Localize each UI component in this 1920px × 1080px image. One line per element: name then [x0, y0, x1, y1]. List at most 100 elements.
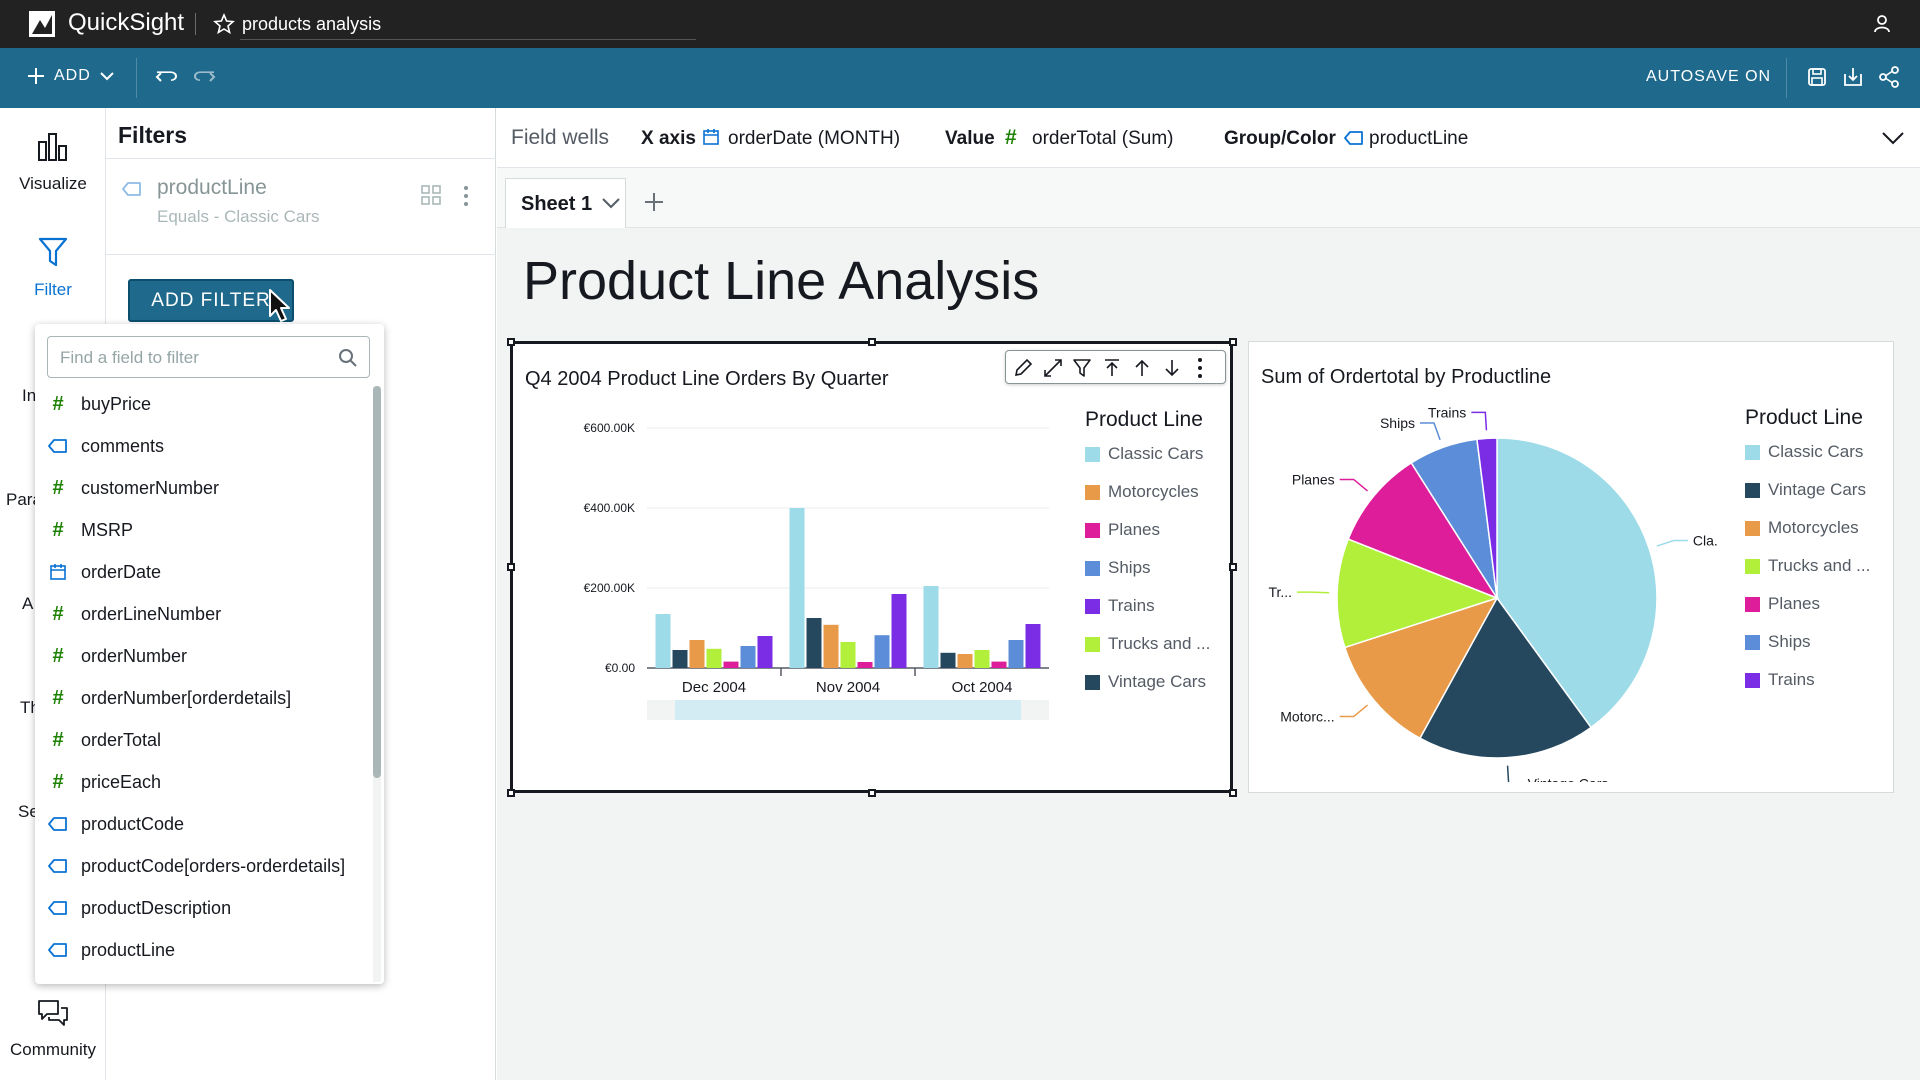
- share-icon[interactable]: [1878, 66, 1900, 88]
- legend-item[interactable]: Motorcycles: [1085, 482, 1199, 502]
- rail-partial-label[interactable]: Se: [18, 802, 39, 821]
- field-list-item[interactable]: # orderLineNumber: [47, 596, 367, 632]
- field-list-item[interactable]: # MSRP: [47, 512, 367, 548]
- field-list-item[interactable]: # customerNumber: [47, 470, 367, 506]
- bar[interactable]: [757, 636, 773, 668]
- legend-item[interactable]: Ships: [1745, 632, 1811, 652]
- scrollbar-thumb[interactable]: [373, 386, 381, 778]
- autosave-status[interactable]: AUTOSAVE ON: [1646, 68, 1772, 85]
- rail-filter[interactable]: Filter: [34, 280, 72, 299]
- pie-slice[interactable]: [1496, 437, 1658, 729]
- bar[interactable]: [806, 618, 822, 668]
- legend-item[interactable]: Trains: [1085, 596, 1155, 616]
- bar[interactable]: [1008, 640, 1024, 668]
- bar[interactable]: [940, 652, 956, 668]
- bar[interactable]: [957, 654, 973, 668]
- bar-chart-visual[interactable]: Q4 2004 Product Line Orders By Quarter €…: [507, 338, 1237, 797]
- app-brand[interactable]: QuickSight: [68, 9, 185, 36]
- chevron-down-icon[interactable]: [601, 196, 621, 210]
- field-list-item[interactable]: orderDate: [47, 554, 367, 590]
- field-list-item[interactable]: # orderNumber[orderdetails]: [47, 680, 367, 716]
- filter-icon[interactable]: [1072, 358, 1092, 378]
- export-icon[interactable]: [1842, 66, 1864, 88]
- bar[interactable]: [740, 646, 756, 668]
- legend-item[interactable]: Ships: [1085, 558, 1151, 578]
- bar[interactable]: [874, 635, 890, 668]
- add-sheet-icon[interactable]: [643, 191, 665, 213]
- bar[interactable]: [789, 508, 805, 668]
- expand-icon[interactable]: [1043, 358, 1063, 378]
- more-options-icon[interactable]: [1196, 357, 1204, 379]
- rail-visualize[interactable]: Visualize: [19, 174, 87, 193]
- legend-item[interactable]: Classic Cars: [1745, 442, 1863, 462]
- legend-item[interactable]: Trains: [1745, 670, 1815, 690]
- user-icon[interactable]: [1872, 14, 1892, 34]
- legend-item[interactable]: Trucks and ...: [1085, 634, 1210, 654]
- legend-item[interactable]: Classic Cars: [1085, 444, 1203, 464]
- rail-partial-label[interactable]: A: [22, 594, 34, 613]
- legend-item[interactable]: Vintage Cars: [1745, 480, 1866, 500]
- redo-icon[interactable]: [192, 68, 216, 88]
- field-list-item[interactable]: productCode[orders-orderdetails]: [47, 848, 367, 884]
- chevron-down-icon[interactable]: [1881, 130, 1905, 146]
- resize-handle[interactable]: [868, 789, 876, 797]
- value-field[interactable]: orderTotal (Sum): [1032, 128, 1174, 149]
- resize-handle[interactable]: [1229, 338, 1237, 346]
- bar[interactable]: [689, 640, 705, 668]
- field-list-item[interactable]: # priceEach: [47, 764, 367, 800]
- resize-handle[interactable]: [1229, 563, 1237, 571]
- bar[interactable]: [923, 586, 939, 668]
- field-list-item[interactable]: # orderNumber: [47, 638, 367, 674]
- pie-slice[interactable]: [1347, 461, 1499, 600]
- sheet-title[interactable]: Product Line Analysis: [523, 251, 1040, 311]
- bar[interactable]: [974, 650, 990, 668]
- legend-item[interactable]: Trucks and ...: [1745, 556, 1870, 576]
- bar[interactable]: [840, 642, 856, 668]
- bar[interactable]: [891, 594, 907, 668]
- bar[interactable]: [655, 614, 671, 668]
- pie-slice[interactable]: [1418, 596, 1593, 759]
- pie-slice[interactable]: [1476, 437, 1498, 599]
- pie-slice[interactable]: [1336, 538, 1500, 649]
- more-options-icon[interactable]: [462, 185, 470, 207]
- rail-community[interactable]: Community: [10, 1040, 96, 1059]
- move-down-icon[interactable]: [1162, 358, 1182, 378]
- field-list-item[interactable]: productDescription: [47, 890, 367, 926]
- field-list-item[interactable]: # orderTotal: [47, 722, 367, 758]
- filter-card[interactable]: productLine Equals - Classic Cars: [106, 159, 496, 255]
- add-button[interactable]: ADD: [26, 66, 115, 86]
- pie-chart-visual[interactable]: Sum of Ordertotal by Productline Cla... V…: [1248, 341, 1894, 793]
- field-search-input[interactable]: Find a field to filter: [47, 336, 370, 378]
- add-filter-button[interactable]: ADD FILTER: [128, 279, 294, 322]
- field-list-item[interactable]: productCode: [47, 806, 367, 842]
- legend-item[interactable]: Vintage Cars: [1085, 672, 1206, 692]
- move-up-icon[interactable]: [1132, 358, 1152, 378]
- move-to-top-icon[interactable]: [1102, 358, 1122, 378]
- bar[interactable]: [857, 662, 873, 668]
- undo-icon[interactable]: [155, 68, 179, 88]
- bar[interactable]: [672, 650, 688, 668]
- group-color-field[interactable]: productLine: [1369, 128, 1469, 149]
- grid-icon[interactable]: [421, 185, 441, 205]
- legend-item[interactable]: Planes: [1085, 520, 1160, 540]
- resize-handle[interactable]: [1229, 789, 1237, 797]
- star-icon[interactable]: [213, 13, 235, 35]
- bar[interactable]: [1025, 624, 1041, 668]
- resize-handle[interactable]: [507, 338, 515, 346]
- bar[interactable]: [991, 661, 1007, 668]
- resize-handle[interactable]: [868, 338, 876, 346]
- rail-partial-label[interactable]: In: [22, 386, 37, 405]
- legend-item[interactable]: Planes: [1745, 594, 1820, 614]
- legend-item[interactable]: Motorcycles: [1745, 518, 1859, 538]
- chart-scrollbar-thumb[interactable]: [675, 700, 1021, 720]
- field-list-item[interactable]: productLine: [47, 932, 367, 968]
- field-wells-label[interactable]: Field wells: [511, 126, 610, 149]
- save-icon[interactable]: [1806, 66, 1828, 88]
- bar[interactable]: [723, 661, 739, 668]
- edit-icon[interactable]: [1013, 358, 1033, 378]
- x-axis-field[interactable]: orderDate (MONTH): [728, 128, 901, 149]
- pie-slice[interactable]: [1343, 596, 1499, 740]
- analysis-name[interactable]: products analysis: [242, 14, 382, 34]
- field-list-item[interactable]: # buyPrice: [47, 386, 367, 422]
- rail-partial-label[interactable]: Th: [20, 698, 40, 717]
